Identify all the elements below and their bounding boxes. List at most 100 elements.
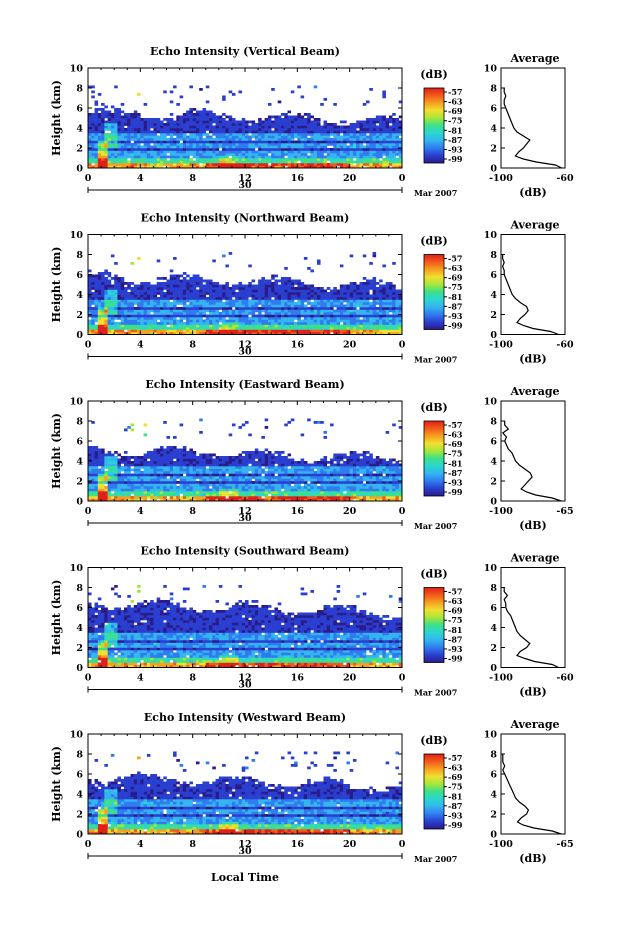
x-tick-label: 20 <box>343 839 357 850</box>
x-tick-label: 0 <box>399 673 406 684</box>
y-tick-label: 0 <box>76 330 83 341</box>
profile-y-tick: 0 <box>490 330 497 341</box>
x-tick-label: 16 <box>291 506 305 517</box>
x-tick-label: 4 <box>137 673 144 684</box>
colorbar-tick: -75 <box>448 116 462 126</box>
colorbar-tick: -93 <box>448 144 463 154</box>
colorbar-label: (dB) <box>420 235 447 248</box>
colorbar-tick: -99 <box>448 654 463 664</box>
date-suffix: Mar 2007 <box>414 188 457 198</box>
profile-y-tick: 0 <box>490 663 497 674</box>
x-tick-label: 0 <box>399 839 406 850</box>
panel-2: Echo Intensity (Eastward Beam)0 4 8 12 16 20 0… <box>50 378 574 532</box>
x-tick-label: 20 <box>343 506 357 517</box>
heatmap-cells <box>88 252 403 335</box>
colorbar <box>423 753 445 830</box>
y-tick-label: 2 <box>76 310 83 321</box>
y-tick-label: 0 <box>76 497 83 508</box>
profile-x-tick: -65 <box>556 506 573 517</box>
x-tick-label: 0 <box>85 839 92 850</box>
profile-y-tick: 4 <box>490 623 497 634</box>
profile-y-tick: 2 <box>490 144 497 155</box>
colorbar-tick: -87 <box>448 301 462 311</box>
colorbar-tick: -99 <box>448 820 463 830</box>
profile-frame <box>500 567 566 668</box>
y-tick-label: 8 <box>76 250 83 261</box>
x-tick-label: 12 <box>238 506 251 517</box>
x-tick-label: 0 <box>85 506 92 517</box>
y-tick-label: 4 <box>76 290 83 301</box>
colorbar-tick: -75 <box>448 449 462 459</box>
colorbar-tick: -69 <box>448 273 463 283</box>
profile-y-tick: 2 <box>490 310 497 321</box>
y-tick-label: 6 <box>76 437 83 448</box>
colorbar-tick: -99 <box>448 154 463 164</box>
colorbar-tick: -87 <box>448 801 462 811</box>
y-axis-label: Height (km) <box>50 746 63 822</box>
x-tick-label: 12 <box>238 173 251 184</box>
profile-y-tick: 4 <box>490 457 497 468</box>
profile-title: Average <box>509 385 559 398</box>
profile-frame <box>500 400 566 502</box>
y-tick-label: 8 <box>76 750 83 761</box>
x-tick-label: 0 <box>85 673 92 684</box>
y-tick-label: 6 <box>76 104 83 115</box>
colorbar <box>423 587 445 663</box>
colorbar <box>423 254 445 330</box>
y-tick-label: 2 <box>76 144 83 155</box>
x-axis-label: Local Time <box>211 871 279 884</box>
profile-x-tick: -100 <box>489 673 513 684</box>
x-tick-label: 12 <box>238 340 251 351</box>
y-axis-label: Height (km) <box>50 580 63 656</box>
x-tick-label: 0 <box>399 173 406 184</box>
y-tick-label: 10 <box>70 730 84 741</box>
x-tick-label: 4 <box>137 173 144 184</box>
colorbar-tick: -69 <box>448 606 463 616</box>
panel-title: Echo Intensity (Northward Beam) <box>141 212 350 225</box>
colorbar-tick: -75 <box>448 615 462 625</box>
colorbar <box>423 87 445 164</box>
y-tick-label: 4 <box>76 790 83 801</box>
date-suffix: Mar 2007 <box>414 521 457 531</box>
profile-y-tick: 0 <box>490 830 497 841</box>
profile-x-label: (dB) <box>519 519 546 532</box>
colorbar-tick: -63 <box>448 97 463 107</box>
colorbar-tick: -99 <box>448 321 463 331</box>
profile-y-tick: 8 <box>490 250 497 261</box>
panel-title: Echo Intensity (Westward Beam) <box>144 711 346 724</box>
date-label: 30 <box>238 680 252 691</box>
colorbar-tick: -81 <box>448 458 462 468</box>
x-tick-label: 12 <box>238 839 251 850</box>
colorbar-tick: -57 <box>448 87 462 97</box>
colorbar <box>423 420 445 497</box>
colorbar-tick: -69 <box>448 772 463 782</box>
profile-y-tick: 2 <box>490 810 497 821</box>
x-tick-label: 16 <box>291 340 305 351</box>
y-tick-label: 0 <box>76 164 83 175</box>
profile-y-tick: 10 <box>484 563 498 574</box>
x-tick-label: 8 <box>189 506 196 517</box>
heatmap-cells <box>88 751 403 835</box>
profile-y-tick: 8 <box>490 417 497 428</box>
x-tick-label: 4 <box>137 506 144 517</box>
profile-x-tick: -60 <box>556 173 574 184</box>
colorbar-label: (dB) <box>420 401 447 414</box>
colorbar-tick: -81 <box>448 791 462 801</box>
y-tick-label: 10 <box>70 563 84 574</box>
colorbar-tick: -99 <box>448 487 463 497</box>
profile-y-tick: 4 <box>490 290 497 301</box>
colorbar-tick: -75 <box>448 282 462 292</box>
y-tick-label: 8 <box>76 417 83 428</box>
profile-x-label: (dB) <box>519 353 546 366</box>
y-tick-label: 10 <box>70 64 84 75</box>
profile-y-tick: 2 <box>490 643 497 654</box>
profile-x-tick: -100 <box>489 340 513 351</box>
y-tick-label: 8 <box>76 84 83 95</box>
colorbar-tick: -63 <box>448 596 463 606</box>
colorbar-tick: -87 <box>448 634 462 644</box>
x-tick-label: 0 <box>399 340 406 351</box>
profile-line <box>501 421 562 502</box>
x-tick-label: 0 <box>399 506 406 517</box>
x-tick-label: 4 <box>137 340 144 351</box>
profile-x-tick: -60 <box>556 340 574 351</box>
